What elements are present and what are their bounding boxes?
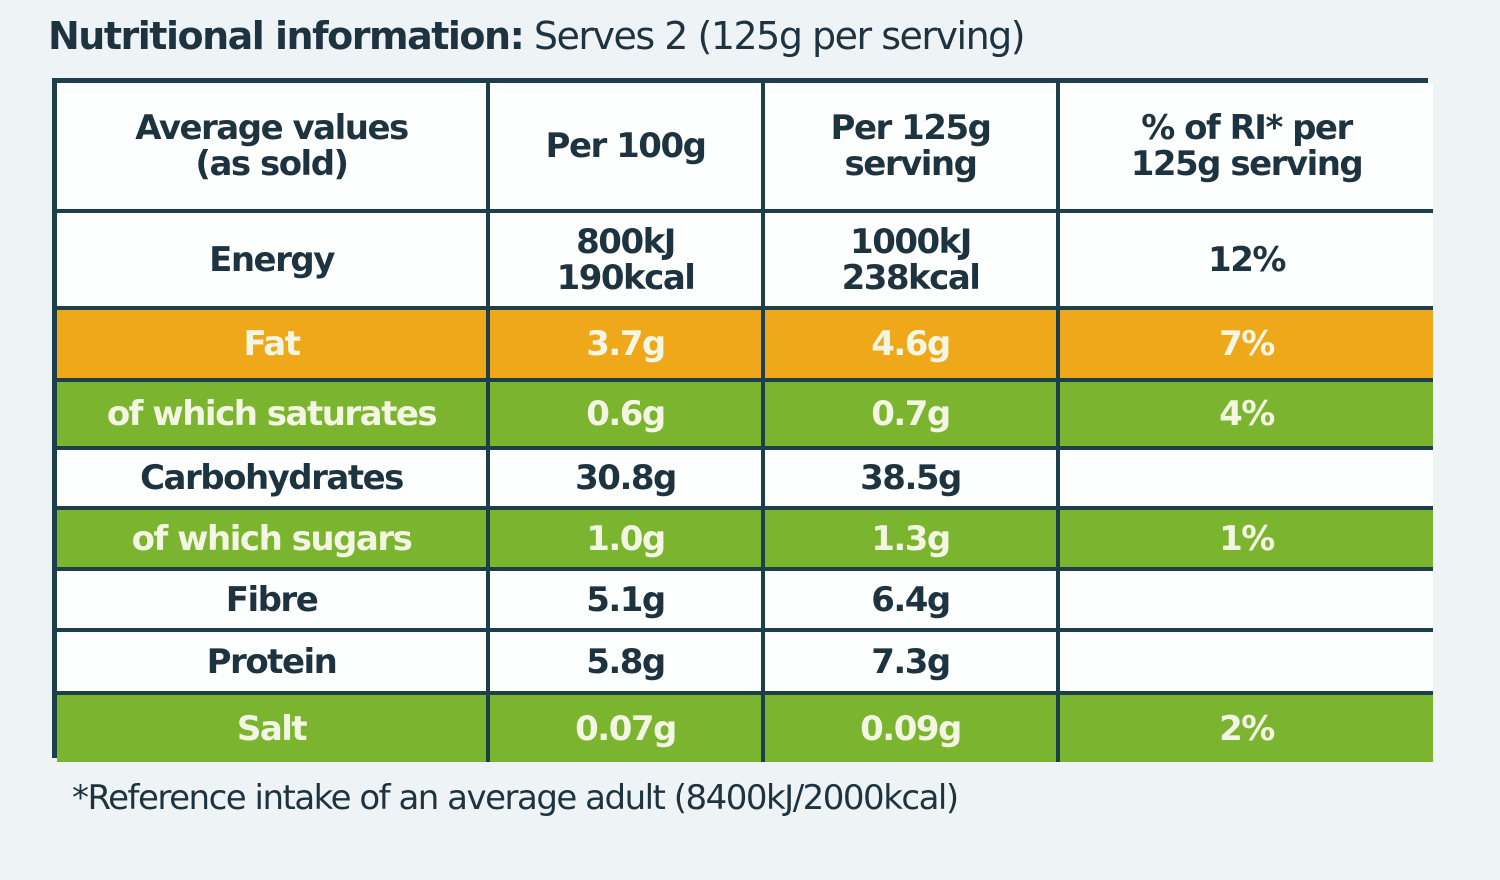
cell-text: 2% [1219,708,1275,749]
table-cell: 38.5g [765,450,1060,510]
title: Nutritional information: Serves 2 (125g … [48,14,1026,58]
table-cell: 5.1g [490,571,765,632]
title-rest: Serves 2 (125g per serving) [533,14,1026,58]
table-cell: Per 100g [490,83,765,213]
table-cell: Per 125g serving [765,83,1060,213]
table-cell: Salt [57,695,490,762]
table-cell [1060,571,1433,632]
cell-text: % of RI* per [1141,108,1353,148]
table-cell: of which saturates [57,382,490,450]
table-cell: Energy [57,213,490,310]
cell-text: 38.5g [860,458,962,498]
nutrition-table: Average values (as sold) Per 100g Per 125g s… [52,78,1433,762]
cell-text: Carbohydrates [140,458,404,498]
table-cell: Fibre [57,571,490,632]
cell-text: 7% [1219,324,1275,364]
cell-text: 12% [1208,239,1286,280]
table-cell: 0.6g [490,382,765,450]
cell-text: of which sugars [131,518,413,559]
table-cell [1060,632,1433,695]
cell-text: Fibre [225,579,319,620]
table-cell: 0.07g [490,695,765,762]
cell-text: 4.6g [871,324,951,364]
table-cell: 800kJ 190kcal [490,213,765,310]
cell-text: Fat [243,324,301,364]
table-cell: 30.8g [490,450,765,510]
cell-text: 0.07g [575,708,677,749]
table-cell: 2% [1060,695,1433,762]
cell-text: Energy [209,239,335,280]
table-cell: % of RI* per 125g serving [1060,83,1433,213]
cell-text: 1% [1219,518,1275,559]
table-cell: 3.7g [490,310,765,382]
title-bold: Nutritional information: [48,14,525,58]
cell-text: 1.0g [586,518,666,559]
table-cell: 12% [1060,213,1433,310]
table-cell: 4.6g [765,310,1060,382]
cell-text: 6.4g [871,579,951,620]
cell-text: 5.1g [586,579,666,620]
table-cell: 0.7g [765,382,1060,450]
cell-text: 3.7g [586,324,666,364]
cell-text: 238kcal [841,257,981,298]
table-cell: 1000kJ 238kcal [765,213,1060,310]
cell-text: of which saturates [106,394,438,434]
table-cell: Carbohydrates [57,450,490,510]
table-cell: 7.3g [765,632,1060,695]
cell-text: 30.8g [575,458,677,498]
table-cell: of which sugars [57,510,490,571]
cell-text: 0.6g [586,394,666,434]
table-cell: 7% [1060,310,1433,382]
cell-text: 800kJ [576,221,676,262]
table-cell: 0.09g [765,695,1060,762]
cell-text: 0.09g [860,708,962,749]
cell-text: 0.7g [871,394,951,434]
cell-text: 5.8g [586,641,666,682]
cell-text: 190kcal [556,257,696,298]
cell-text: Average values [135,108,409,148]
table-cell: Protein [57,632,490,695]
cell-text: 1.3g [871,518,951,559]
table-cell: 1.0g [490,510,765,571]
cell-text: Salt [236,708,308,749]
cell-text: Per 100g [545,126,707,166]
table-cell [1060,450,1433,510]
cell-text: (as sold) [195,144,349,184]
cell-text: 125g serving [1130,144,1364,184]
table-cell: 5.8g [490,632,765,695]
table-cell: 6.4g [765,571,1060,632]
cell-text: Per 125g [830,108,992,148]
table-cell: 4% [1060,382,1433,450]
table-cell: Fat [57,310,490,382]
table-cell: 1% [1060,510,1433,571]
footnote: *Reference intake of an average adult (8… [72,778,959,818]
cell-text: 1000kJ [850,221,972,262]
table-cell: 1.3g [765,510,1060,571]
cell-text: serving [844,144,978,184]
table-cell: Average values (as sold) [57,83,490,213]
cell-text: 4% [1219,394,1275,434]
cell-text: 7.3g [871,641,951,682]
cell-text: Protein [206,641,338,682]
